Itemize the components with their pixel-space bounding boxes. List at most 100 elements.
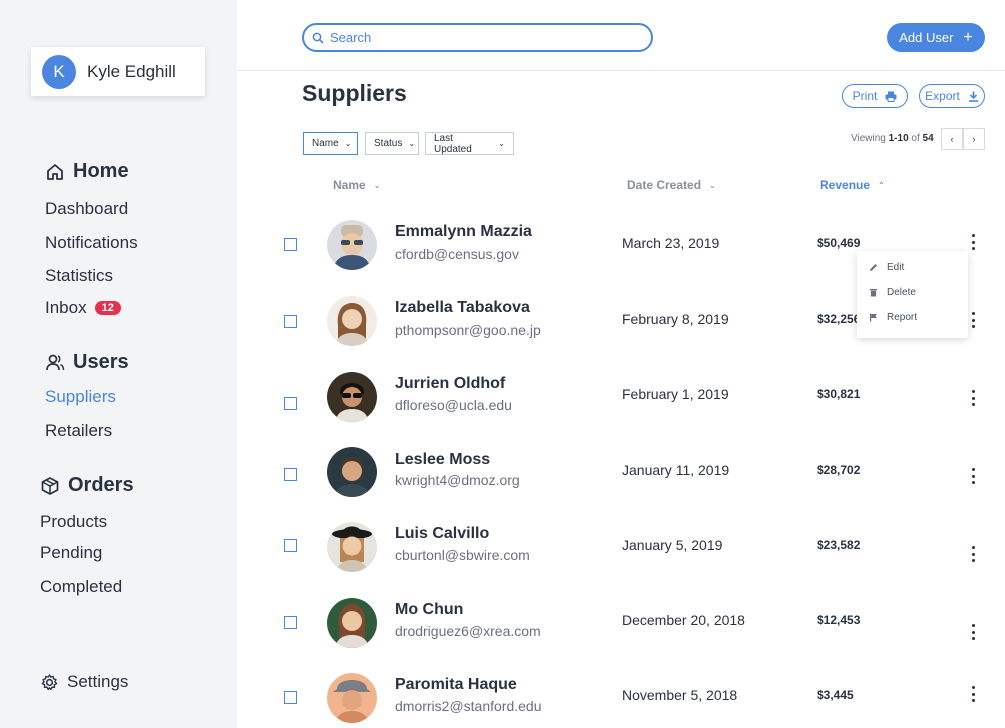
- top-bar: Add User +: [237, 0, 1005, 71]
- avatar: [327, 220, 377, 270]
- row-date: January 11, 2019: [622, 462, 730, 478]
- sidebar: K Kyle Edghill Home Dashboard Notificati…: [0, 0, 237, 728]
- context-menu: Edit Delete Report: [857, 251, 968, 338]
- avatar: [327, 447, 377, 497]
- more-options-icon[interactable]: [966, 686, 980, 702]
- nav-section-users[interactable]: Users: [45, 351, 129, 374]
- table-row[interactable]: Emmalynn Mazzia cfordb@census.gov March …: [0, 206, 1005, 282]
- export-label: Export: [925, 89, 960, 103]
- menu-item-label: Edit: [887, 262, 905, 273]
- more-options-icon[interactable]: [966, 546, 980, 562]
- inbox-count-badge: 12: [94, 300, 121, 315]
- table-row[interactable]: Paromita Haque dmorris2@stanford.edu Nov…: [0, 660, 1005, 728]
- row-checkbox[interactable]: [284, 691, 297, 704]
- chevron-down-icon: ⌄: [373, 180, 381, 190]
- sidebar-item-inbox[interactable]: Inbox 12: [45, 298, 121, 318]
- more-options-icon[interactable]: [966, 312, 980, 328]
- column-header-date[interactable]: Date Created ⌄: [627, 178, 716, 192]
- row-revenue: $50,469: [817, 236, 861, 250]
- prev-page-button[interactable]: ‹: [941, 128, 963, 150]
- more-options-icon[interactable]: [966, 624, 980, 640]
- filter-last-updated[interactable]: Last Updated ⌄: [425, 132, 514, 155]
- avatar: [327, 522, 377, 572]
- table-row[interactable]: Leslee Moss kwright4@dmoz.org January 11…: [0, 434, 1005, 510]
- chevron-down-icon: ⌄: [498, 139, 505, 148]
- row-date: January 5, 2019: [622, 537, 723, 553]
- avatar: K: [42, 54, 76, 89]
- row-name: Leslee Moss: [395, 451, 491, 468]
- row-checkbox[interactable]: [284, 397, 297, 410]
- table-row[interactable]: Jurrien Oldhof dfloreso@ucla.edu Februar…: [0, 358, 1005, 434]
- sidebar-item-suppliers[interactable]: Suppliers: [45, 387, 116, 406]
- next-page-button[interactable]: ›: [963, 128, 985, 150]
- more-options-icon[interactable]: [966, 468, 980, 484]
- print-button[interactable]: Print: [842, 84, 908, 108]
- sidebar-item-retailers[interactable]: Retailers: [45, 421, 113, 440]
- row-checkbox[interactable]: [284, 315, 297, 328]
- column-label: Date Created: [627, 178, 702, 192]
- sidebar-item-statistics[interactable]: Statistics: [45, 266, 114, 285]
- menu-item-label: Delete: [887, 287, 916, 298]
- row-email: dmorris2@stanford.edu: [395, 698, 542, 714]
- row-name: Paromita Haque: [395, 676, 517, 693]
- add-user-button[interactable]: Add User +: [887, 23, 985, 52]
- row-checkbox[interactable]: [284, 539, 297, 552]
- nav-section-label: Orders: [68, 474, 134, 496]
- table-row[interactable]: Luis Calvillo cburtonl@sbwire.com Januar…: [0, 509, 1005, 585]
- table-row[interactable]: Izabella Tabakova pthompsonr@goo.ne.jp F…: [0, 282, 1005, 358]
- table-row[interactable]: Mo Chun drodriguez6@xrea.com December 20…: [0, 585, 1005, 661]
- pagination-of: of: [911, 133, 920, 144]
- filter-status[interactable]: Status ⌄: [365, 132, 419, 155]
- more-options-icon[interactable]: [966, 234, 980, 250]
- print-label: Print: [852, 89, 878, 103]
- nav-section-orders[interactable]: Orders: [40, 474, 134, 497]
- more-options-icon[interactable]: [966, 390, 980, 406]
- user-card[interactable]: K Kyle Edghill: [31, 47, 205, 96]
- row-revenue: $12,453: [817, 613, 861, 627]
- nav-section-label: Home: [73, 160, 129, 182]
- row-revenue: $23,582: [817, 538, 861, 552]
- avatar: [327, 673, 377, 723]
- sidebar-item-dashboard[interactable]: Dashboard: [45, 199, 129, 218]
- row-revenue: $28,702: [817, 463, 861, 477]
- row-name: Izabella Tabakova: [395, 299, 530, 316]
- column-label: Revenue: [820, 178, 871, 192]
- avatar: [327, 372, 377, 422]
- flag-icon: [870, 313, 877, 322]
- pagination-status: Viewing 1-10 of 54: [851, 133, 934, 144]
- home-icon: [47, 163, 63, 180]
- menu-item-label: Report: [887, 312, 918, 323]
- column-header-revenue[interactable]: Revenue ⌃: [820, 178, 885, 192]
- column-label: Name: [333, 178, 366, 192]
- row-checkbox[interactable]: [284, 616, 297, 629]
- row-name: Jurrien Oldhof: [395, 375, 506, 392]
- user-name: Kyle Edghill: [87, 61, 176, 81]
- pagination-range: 1-10: [888, 133, 909, 144]
- chevron-up-icon: ⌃: [878, 180, 885, 190]
- nav-section-home[interactable]: Home: [45, 160, 129, 183]
- page-title: Suppliers: [302, 80, 407, 106]
- sidebar-item-pending[interactable]: Pending: [40, 543, 103, 562]
- pagination-prefix: Viewing: [851, 133, 886, 144]
- sidebar-item-settings[interactable]: Settings: [40, 672, 128, 692]
- chevron-down-icon: ⌄: [709, 180, 716, 190]
- pagination-total: 54: [922, 133, 934, 144]
- filter-name[interactable]: Name ⌄: [303, 132, 358, 155]
- menu-item-report[interactable]: Report: [869, 312, 917, 323]
- row-checkbox[interactable]: [284, 238, 297, 251]
- row-checkbox[interactable]: [284, 468, 297, 481]
- row-revenue: $32,256: [817, 312, 861, 326]
- column-header-name[interactable]: Name ⌄: [333, 178, 380, 192]
- row-email: cfordb@census.gov: [395, 246, 519, 262]
- menu-item-edit[interactable]: Edit: [869, 262, 904, 273]
- search-input[interactable]: [330, 30, 630, 45]
- sidebar-item-products[interactable]: Products: [40, 512, 108, 531]
- sidebar-item-notifications[interactable]: Notifications: [45, 233, 138, 252]
- export-button[interactable]: Export: [919, 84, 985, 108]
- menu-item-delete[interactable]: Delete: [869, 287, 916, 298]
- search-bar[interactable]: [302, 23, 653, 52]
- chevron-down-icon: ⌄: [344, 139, 352, 148]
- row-email: dfloreso@ucla.edu: [395, 397, 512, 413]
- plus-icon: +: [963, 28, 973, 46]
- sidebar-item-completed[interactable]: Completed: [40, 577, 123, 596]
